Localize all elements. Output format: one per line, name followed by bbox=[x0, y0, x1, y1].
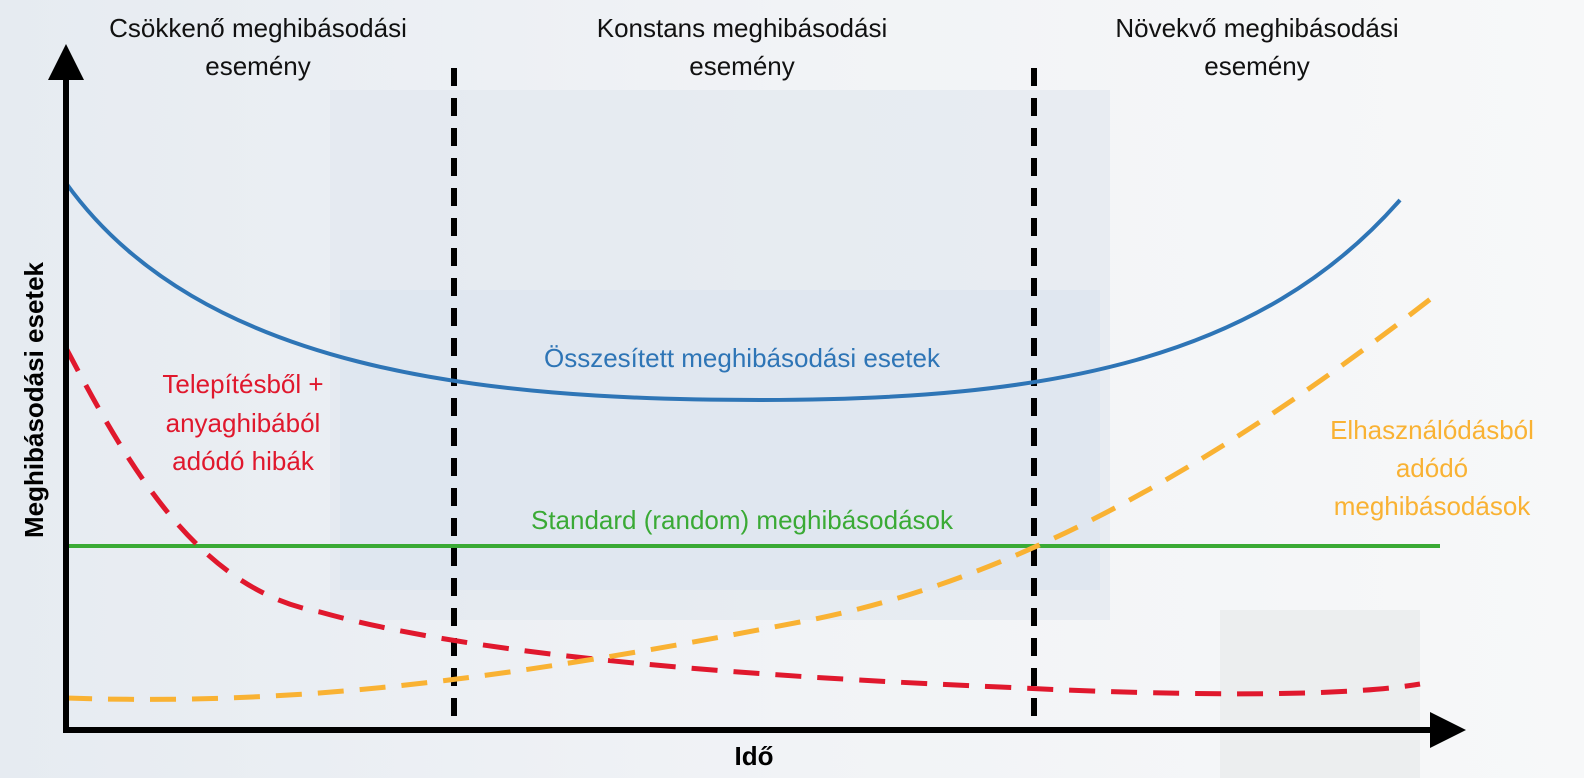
early-label: Telepítésből + bbox=[162, 369, 323, 399]
wearout-label: adódó bbox=[1396, 453, 1468, 483]
random-label: Standard (random) meghibásodások bbox=[531, 505, 954, 535]
wearout-label: meghibásodások bbox=[1334, 491, 1532, 521]
wearout-label: Elhasználódásból bbox=[1330, 415, 1534, 445]
diagram: Csökkenő meghibásodási esemény Konstans … bbox=[0, 0, 1584, 778]
region-title: Konstans meghibásodási bbox=[597, 13, 888, 43]
region-title: esemény bbox=[205, 51, 311, 81]
region-title: esemény bbox=[689, 51, 795, 81]
region-title: Növekvő meghibásodási bbox=[1115, 13, 1398, 43]
total-label: Összesített meghibásodási esetek bbox=[544, 343, 941, 373]
early-label: anyaghibából bbox=[166, 408, 321, 438]
region-title: Csökkenő meghibásodási bbox=[109, 13, 407, 43]
y-axis-label: Meghibásodási esetek bbox=[19, 261, 49, 538]
region-title: esemény bbox=[1204, 51, 1310, 81]
early-label: adódó hibák bbox=[172, 446, 315, 476]
x-axis-label: Idő bbox=[735, 741, 774, 771]
